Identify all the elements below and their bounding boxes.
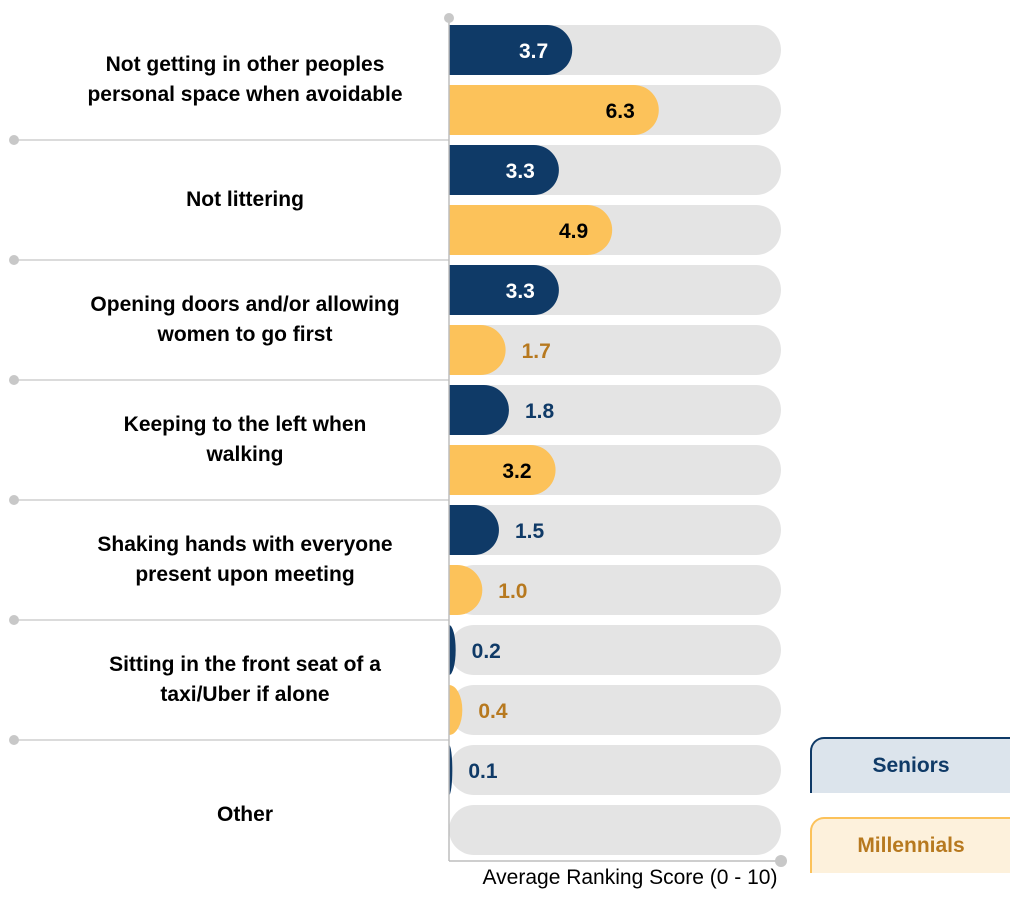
bar-seniors (449, 265, 559, 315)
background-track (449, 805, 781, 855)
bar-millennials (449, 445, 556, 495)
legend-item-seniors: Seniors (810, 737, 1010, 793)
bar-millennials (449, 325, 506, 375)
data-label-seniors: 3.3 (506, 160, 535, 183)
background-track (449, 325, 781, 375)
data-label-seniors: 0.2 (472, 640, 501, 663)
category-label: Opening doors and/or allowing women to go… (90, 293, 400, 346)
background-track (449, 505, 781, 555)
data-label-millennials: 0.4 (478, 700, 508, 723)
legend-item-millennials: Millennials (810, 817, 1010, 873)
separator-dot (9, 135, 19, 145)
bar-seniors (449, 505, 499, 555)
data-label-millennials: 4.9 (559, 220, 588, 243)
bar-seniors (449, 385, 509, 435)
background-track (449, 625, 781, 675)
category-label: Sitting in the front seat of a taxi/Uber … (109, 653, 381, 706)
bar-millennials (449, 565, 483, 615)
data-label-millennials: 6.3 (606, 100, 635, 123)
bar-millennials (449, 685, 463, 735)
data-label-seniors: 3.3 (506, 280, 535, 303)
category-label: Other (216, 803, 273, 826)
data-label-millennials: 1.0 (498, 580, 527, 603)
bar-seniors (449, 25, 573, 75)
axis-end-dot (775, 855, 787, 867)
separator-dot (9, 255, 19, 265)
separator-dot (9, 375, 19, 385)
legend-label-millennials: Millennials (857, 834, 965, 857)
background-track (449, 565, 781, 615)
data-label-millennials: 3.2 (502, 460, 531, 483)
separator-dot (9, 495, 19, 505)
bar-seniors (449, 745, 453, 795)
category-label: Keeping to the left when walking (123, 413, 367, 466)
data-label-seniors: 1.5 (515, 520, 545, 543)
data-label-seniors: 3.7 (519, 40, 548, 63)
x-axis-title: Average Ranking Score (0 - 10) (482, 866, 778, 889)
category-label: Not littering (186, 188, 304, 211)
separator-dot (9, 615, 19, 625)
background-track (449, 385, 781, 435)
category-label: Shaking hands with everyone present upon … (97, 533, 393, 586)
bar-seniors (449, 145, 559, 195)
data-label-seniors: 1.8 (525, 400, 555, 423)
axis-top-dot (444, 13, 454, 23)
bar-millennials (449, 85, 659, 135)
data-label-millennials: 1.7 (522, 340, 551, 363)
category-label: Not getting in other peoples personal spa… (87, 53, 403, 106)
data-label-seniors: 0.1 (468, 760, 498, 783)
separator-dot (9, 735, 19, 745)
background-track (449, 745, 781, 795)
bar-seniors (449, 625, 456, 675)
background-track (449, 685, 781, 735)
bar-millennials (449, 205, 613, 255)
legend-label-seniors: Seniors (872, 754, 950, 777)
